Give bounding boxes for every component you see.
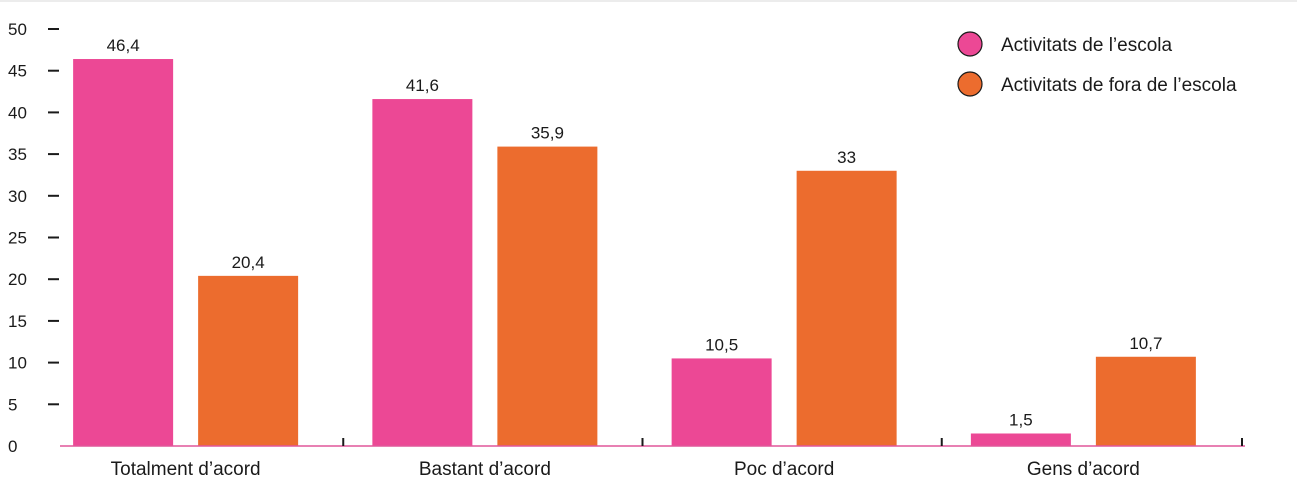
y-tick-label-15: 15 — [8, 312, 27, 331]
legend-swatch-school — [957, 31, 983, 57]
data-label-s0-c0: 46,4 — [107, 36, 140, 55]
x-tick-label-0: Totalment d’acord — [111, 459, 261, 477]
bar-s1-c0 — [198, 275, 299, 446]
data-labels: 46,4 20,4 41,6 35,9 10,5 33 1,5 10,7 — [107, 36, 1163, 429]
legend-label-school: Activitats de l’escola — [1001, 35, 1173, 56]
x-tick-label-2: Poc d’acord — [734, 459, 834, 477]
y-tick-label-5: 5 — [8, 395, 17, 414]
legend-label-outside-school: Activitats de fora de l’escola — [1001, 75, 1237, 96]
y-tick-label-10: 10 — [8, 354, 27, 373]
y-tick-label-40: 40 — [8, 103, 27, 122]
data-label-s0-c1: 41,6 — [406, 76, 439, 95]
y-tick-label-0: 0 — [8, 437, 17, 456]
bar-s1-c2 — [796, 170, 897, 446]
data-label-s1-c2: 33 — [837, 148, 856, 167]
y-tick-label-35: 35 — [8, 145, 27, 164]
bar-s1-c3 — [1095, 356, 1196, 446]
y-tick-label-25: 25 — [8, 229, 27, 248]
bar-s0-c2 — [671, 358, 772, 446]
y-axis: 0 5 10 15 20 25 30 35 40 45 50 — [8, 20, 59, 456]
y-tick-label-30: 30 — [8, 187, 27, 206]
legend-item-outside-school: Activitats de fora de l’escola — [957, 71, 1237, 97]
x-tick-label-3: Gens d’acord — [1027, 459, 1140, 477]
data-label-s1-c1: 35,9 — [531, 124, 564, 143]
x-axis-ticks — [342, 438, 1243, 446]
data-label-s0-c3: 1,5 — [1009, 410, 1033, 429]
legend: Activitats de l’escola Activitats de for… — [957, 31, 1237, 97]
x-axis-category-labels: Totalment d’acord Bastant d’acord Poc d’ac… — [111, 459, 1140, 477]
data-label-s1-c0: 20,4 — [232, 253, 265, 272]
bar-s0-c0 — [73, 59, 174, 447]
data-label-s1-c3: 10,7 — [1129, 334, 1162, 353]
bars — [73, 59, 1196, 447]
legend-item-school: Activitats de l’escola — [957, 31, 1173, 57]
y-tick-label-50: 50 — [8, 20, 27, 39]
bar-s0-c1 — [372, 99, 473, 446]
y-tick-label-20: 20 — [8, 270, 27, 289]
data-label-s0-c2: 10,5 — [705, 335, 738, 354]
bar-s1-c1 — [497, 146, 598, 446]
y-tick-label-45: 45 — [8, 62, 27, 81]
legend-swatch-outside-school — [957, 71, 983, 97]
x-tick-label-1: Bastant d’acord — [419, 459, 551, 477]
bar-s0-c3 — [970, 433, 1071, 446]
